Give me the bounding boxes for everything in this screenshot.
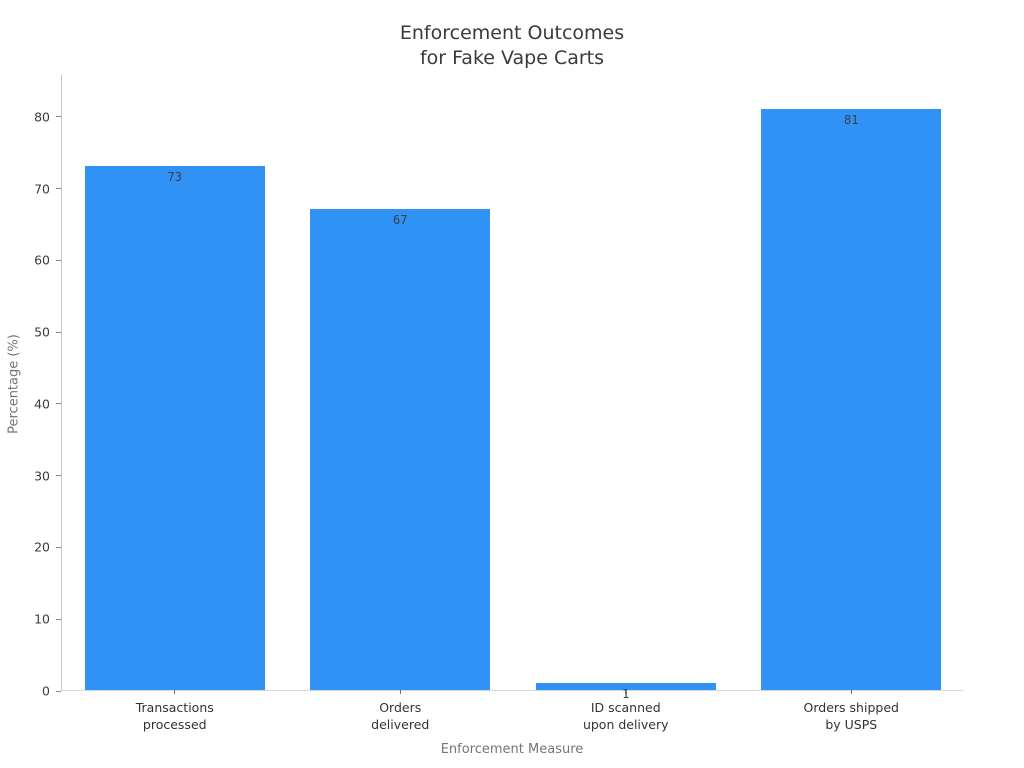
bar-value-label: 73 <box>167 170 182 185</box>
x-tick-mark <box>850 690 852 694</box>
bar <box>535 682 716 690</box>
y-tick-mark <box>56 188 61 190</box>
y-tick-label: 50 <box>34 324 50 340</box>
y-tick-mark <box>56 259 61 261</box>
y-tick-mark <box>56 116 61 118</box>
y-tick-label: 10 <box>34 611 50 627</box>
x-tick-label: Orders delivered <box>371 700 430 732</box>
bar <box>84 166 265 690</box>
y-axis-label: Percentage (%) <box>6 334 22 434</box>
y-tick-mark <box>56 546 61 548</box>
y-tick-mark <box>56 618 61 620</box>
y-tick-label: 40 <box>34 396 50 412</box>
y-tick-mark <box>56 475 61 477</box>
y-tick-mark <box>56 690 61 692</box>
bar <box>761 108 942 690</box>
y-tick-mark <box>56 331 61 333</box>
y-tick-label: 20 <box>34 539 50 555</box>
x-tick-mark <box>399 690 401 694</box>
bar-value-label: 67 <box>393 213 408 228</box>
bar-value-label: 81 <box>844 112 859 127</box>
plot-area: 0 10 20 30 40 50 60 70 80 73 Transactions processe… <box>34 75 963 732</box>
chart-title: Enforcement Outcomes for Fake Vape Carts <box>399 22 625 69</box>
y-tick-mark <box>56 403 61 405</box>
x-tick-mark <box>625 690 627 694</box>
y-tick-label: 30 <box>34 468 50 484</box>
y-tick-label: 70 <box>34 181 50 197</box>
x-tick-mark <box>174 690 176 694</box>
x-tick-label: ID scanned upon delivery <box>582 700 669 732</box>
y-tick-label: 0 <box>42 683 50 699</box>
y-tick-label: 60 <box>34 252 50 268</box>
x-tick-label: Transactions processed <box>135 700 214 732</box>
y-tick-label: 80 <box>34 109 50 125</box>
bar <box>310 209 491 690</box>
x-tick-label: Orders shipped by USPS <box>803 700 899 732</box>
x-axis-label: Enforcement Measure <box>440 742 584 757</box>
